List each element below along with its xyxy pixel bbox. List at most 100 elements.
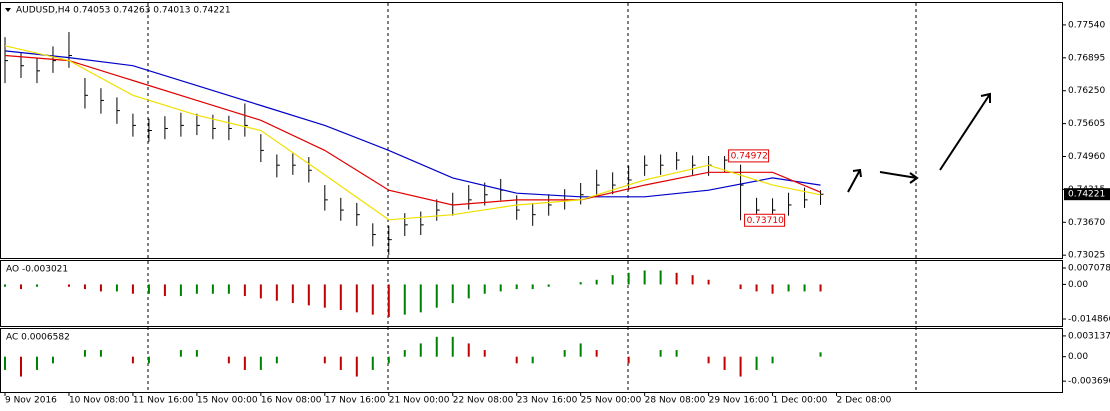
histogram-bar — [627, 272, 630, 285]
histogram-bar — [755, 284, 758, 292]
y-tick-label: 0.74960 — [1068, 152, 1105, 162]
y-tick-label: 0.76250 — [1068, 86, 1105, 96]
y-tick-label: 0.007078 — [1068, 263, 1110, 273]
x-tick-label: 21 Nov 00:00 — [389, 396, 450, 406]
histogram-bar — [259, 356, 262, 370]
histogram-bar — [3, 284, 6, 287]
histogram-bar — [627, 356, 630, 364]
histogram-bar — [227, 356, 230, 364]
histogram-bar — [35, 284, 38, 287]
x-tick-label: 2 Dec 08:00 — [837, 396, 892, 406]
histogram-bar — [531, 284, 534, 290]
histogram-bar — [483, 350, 486, 357]
moving-average — [4, 54, 821, 206]
y-tick-label: 0.77540 — [1068, 20, 1105, 30]
histogram-bar — [243, 284, 246, 297]
histogram-bar — [19, 356, 22, 377]
histogram-bar — [675, 272, 678, 285]
histogram-bar — [467, 343, 470, 357]
price-label: 0.74972 — [731, 151, 768, 161]
current-price-box — [1064, 188, 1110, 201]
histogram-bar — [739, 356, 742, 377]
histogram-bar — [19, 284, 22, 290]
menu-triangle[interactable] — [5, 8, 11, 12]
x-tick-label: 17 Nov 16:00 — [325, 396, 386, 406]
histogram-bar — [99, 284, 102, 292]
histogram-bar — [291, 284, 294, 304]
histogram-bar — [115, 284, 118, 292]
moving-average — [4, 45, 821, 221]
x-tick-label: 15 Nov 00:00 — [197, 396, 258, 406]
histogram-bar — [419, 284, 422, 313]
histogram-bar — [323, 356, 326, 364]
histogram-bar — [179, 284, 182, 297]
y-tick-label: -0.003696 — [1068, 377, 1110, 387]
histogram-bar — [723, 356, 726, 370]
histogram-bar — [707, 356, 710, 364]
y-tick-label: 0.73025 — [1068, 251, 1105, 261]
y-tick-label: 0.00 — [1068, 280, 1088, 290]
histogram-bar — [371, 284, 374, 315]
histogram-bar — [595, 279, 598, 285]
ao-title: AO -0.003021 — [6, 265, 68, 275]
histogram-bar — [819, 284, 822, 292]
histogram-bar — [579, 343, 582, 357]
histogram-bar — [275, 284, 278, 301]
histogram-bar — [3, 356, 6, 370]
histogram-bar — [803, 284, 806, 292]
histogram-bar — [435, 336, 438, 357]
y-tick-label: -0.014866 — [1068, 314, 1110, 324]
histogram-bar — [275, 356, 278, 364]
histogram-bar — [355, 356, 358, 377]
histogram-bar — [563, 350, 566, 357]
x-tick-label: 23 Nov 16:00 — [517, 396, 578, 406]
histogram-bar — [755, 356, 758, 370]
moving-average — [4, 50, 821, 198]
histogram-bar — [483, 284, 486, 294]
histogram-bar — [179, 350, 182, 357]
histogram-bar — [259, 284, 262, 299]
histogram-bar — [307, 284, 310, 306]
histogram-bar — [339, 284, 342, 311]
histogram-bar — [83, 284, 86, 290]
y-tick-label: 0.003137 — [1068, 331, 1110, 341]
y-tick-label: 0.76895 — [1068, 53, 1105, 63]
histogram-bar — [547, 284, 550, 287]
histogram-bar — [771, 356, 774, 364]
histogram-bar — [707, 279, 710, 285]
histogram-bar — [579, 282, 582, 285]
x-tick-label: 22 Nov 08:00 — [453, 396, 514, 406]
histogram-bar — [643, 270, 646, 285]
y-tick-label: 0.73670 — [1068, 218, 1105, 228]
histogram-bar — [403, 284, 406, 315]
histogram-bar — [451, 336, 454, 357]
histogram-bar — [147, 284, 150, 294]
histogram-bar — [403, 350, 406, 357]
histogram-bar — [371, 356, 374, 370]
histogram-bar — [691, 275, 694, 285]
histogram-bar — [339, 356, 342, 370]
histogram-bar — [163, 284, 166, 297]
histogram-bar — [35, 356, 38, 370]
x-tick-label: 11 Nov 16:00 — [133, 396, 194, 406]
histogram-bar — [435, 284, 438, 308]
drawn-arrows — [847, 92, 991, 193]
histogram-bar — [595, 350, 598, 357]
price-label: 0.73710 — [747, 216, 784, 226]
x-tick-label: 29 Nov 16:00 — [709, 396, 770, 406]
histogram-bar — [659, 270, 662, 285]
histogram-bar — [147, 356, 150, 364]
histogram-bar — [67, 284, 70, 287]
histogram-bar — [451, 284, 454, 304]
histogram-bar — [675, 350, 678, 357]
histogram-bar — [83, 350, 86, 357]
histogram-bar — [771, 284, 774, 294]
current-price: 0.74221 — [1068, 190, 1105, 200]
histogram-bar — [515, 356, 518, 364]
histogram-bar — [51, 356, 54, 364]
histogram-bar — [787, 284, 790, 292]
histogram-bar — [387, 356, 390, 364]
histogram-bar — [131, 356, 134, 364]
main-pane — [0, 2, 1063, 259]
